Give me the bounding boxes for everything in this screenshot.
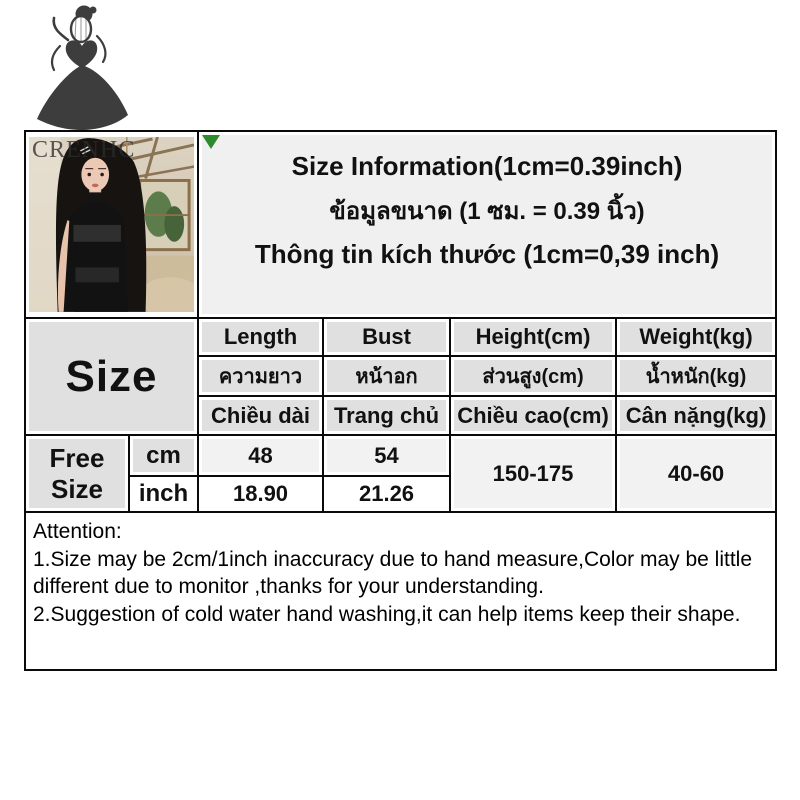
product-photo: CRENHC xyxy=(29,137,195,312)
size-information-table: CRENHC Size Information(1cm=0.39inch) ข้… xyxy=(23,130,778,671)
header-bust-vi: Trang chủ xyxy=(322,395,452,436)
unit-cm-label: cm xyxy=(127,434,200,477)
value-bust-inch: 21.26 xyxy=(322,475,452,513)
header-length-vi: Chiều dài xyxy=(197,395,325,436)
product-photo-cell: CRENHC xyxy=(23,130,200,319)
title-cell: Size Information(1cm=0.39inch) ข้อมูลขนา… xyxy=(197,130,778,319)
size-corner-label: Size xyxy=(23,317,200,436)
header-weight-th: น้ำหนัก(kg) xyxy=(615,355,778,397)
attention-heading: Attention: xyxy=(33,520,122,543)
header-weight-en: Weight(kg) xyxy=(615,317,778,357)
brand-logo-icon xyxy=(37,5,128,130)
header-height-en: Height(cm) xyxy=(449,317,618,357)
title-english: Size Information(1cm=0.39inch) xyxy=(291,151,683,181)
attention-note-cell: Attention: 1.Size may be 2cm/1inch inacc… xyxy=(23,511,778,671)
value-length-inch: 18.90 xyxy=(197,475,325,513)
value-weight-range: 40-60 xyxy=(615,434,778,513)
header-length-th: ความยาว xyxy=(197,355,325,397)
brand-watermark: CRENHC xyxy=(32,137,136,164)
product-photo-image xyxy=(29,137,195,312)
header-bust-en: Bust xyxy=(322,317,452,357)
value-bust-cm: 54 xyxy=(322,434,452,477)
header-height-th: ส่วนสูง(cm) xyxy=(449,355,618,397)
attention-line-2: 2.Suggestion of cold water hand washing,… xyxy=(33,603,741,627)
header-height-vi: Chiều cao(cm) xyxy=(449,395,618,436)
title-vietnamese: Thông tin kích thước (1cm=0,39 inch) xyxy=(254,239,720,269)
value-height-range: 150-175 xyxy=(449,434,618,513)
free-size-label: Free Size xyxy=(24,434,130,513)
header-length-en: Length xyxy=(197,317,325,357)
title-thai: ข้อมูลขนาด (1 ซม. = 0.39 นิ้ว) xyxy=(329,198,645,225)
attention-line-1: 1.Size may be 2cm/1inch inaccuracy due t… xyxy=(33,547,753,599)
unit-inch-label: inch xyxy=(127,475,200,513)
green-corner-marker-icon xyxy=(202,135,221,149)
header-bust-th: หน้าอก xyxy=(322,355,452,397)
value-length-cm: 48 xyxy=(197,434,325,477)
header-weight-vi: Cân nặng(kg) xyxy=(615,395,778,436)
